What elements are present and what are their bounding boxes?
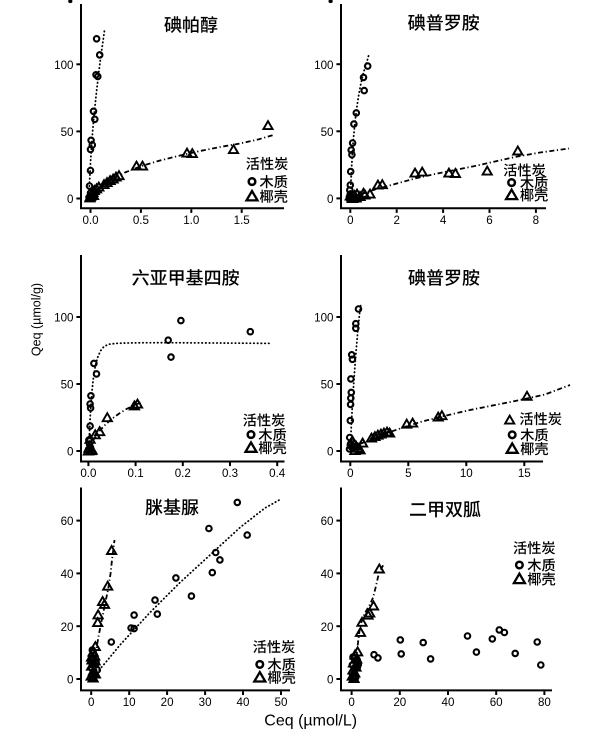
svg-text:Ceq (µmol/L): Ceq (µmol/L) [264,713,357,730]
svg-text:60: 60 [61,515,74,528]
svg-text:50: 50 [321,126,334,139]
svg-text:0.3: 0.3 [222,467,238,480]
svg-text:20: 20 [321,621,334,634]
svg-text:50: 50 [321,379,334,392]
svg-text:50: 50 [61,126,74,139]
svg-text:60: 60 [490,696,503,709]
svg-text:50: 50 [275,696,288,709]
svg-text:1.5: 1.5 [234,214,250,227]
svg-text:60: 60 [321,515,334,528]
svg-text:40: 40 [237,696,250,709]
svg-text:100: 100 [314,59,333,72]
svg-text:50: 50 [61,379,74,392]
svg-text:0.5: 0.5 [133,214,149,227]
svg-text:0: 0 [88,696,94,709]
svg-text:0.0: 0.0 [82,214,98,227]
svg-text:80: 80 [538,696,551,709]
svg-text:0: 0 [347,214,353,227]
svg-text:0: 0 [327,193,333,206]
svg-text:6: 6 [486,214,492,227]
svg-text:15: 15 [518,467,531,480]
svg-text:Qeq (µmol/g): Qeq (µmol/g) [29,283,43,356]
svg-text:8: 8 [533,214,539,227]
svg-text:10: 10 [123,696,136,709]
svg-text:40: 40 [321,568,334,581]
svg-text:0: 0 [67,193,73,206]
svg-text:0.1: 0.1 [128,467,144,480]
svg-text:0: 0 [348,696,354,709]
svg-text:1.0: 1.0 [183,214,199,227]
svg-text:0: 0 [67,674,73,687]
svg-text:100: 100 [314,312,333,325]
svg-text:2: 2 [393,214,399,227]
svg-text:40: 40 [61,568,74,581]
svg-text:20: 20 [393,696,406,709]
svg-text:30: 30 [199,696,212,709]
svg-text:100: 100 [54,312,73,325]
svg-text:0: 0 [347,467,353,480]
svg-text:100: 100 [54,59,73,72]
svg-text:5: 5 [405,467,411,480]
svg-text:20: 20 [161,696,174,709]
svg-text:20: 20 [61,621,74,634]
svg-text:0.4: 0.4 [269,467,286,480]
svg-text:4: 4 [440,214,447,227]
svg-text:10: 10 [460,467,473,480]
svg-text:0.2: 0.2 [175,467,191,480]
svg-text:40: 40 [442,696,455,709]
svg-text:0: 0 [327,446,333,459]
svg-text:0: 0 [327,674,333,687]
svg-text:0.0: 0.0 [80,467,96,480]
svg-text:0: 0 [67,446,73,459]
